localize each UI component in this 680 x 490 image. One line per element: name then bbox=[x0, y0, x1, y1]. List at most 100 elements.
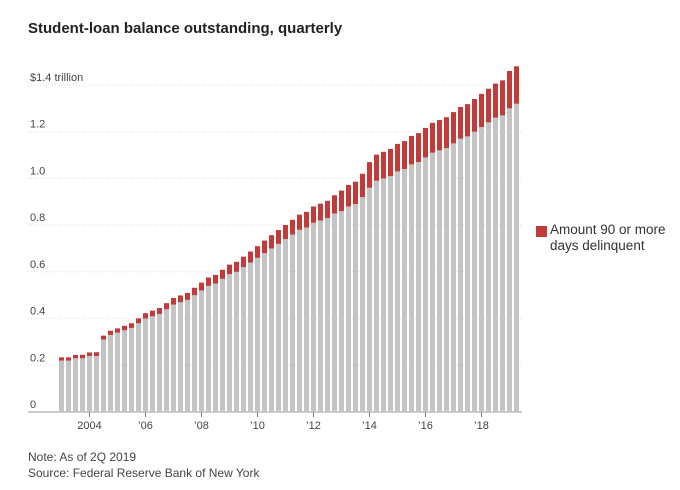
x-tick-label: ’14 bbox=[362, 420, 377, 432]
bar-delinquent bbox=[471, 99, 478, 132]
bar-balance bbox=[226, 274, 233, 412]
bar-delinquent bbox=[100, 335, 107, 340]
bar-delinquent bbox=[184, 292, 191, 300]
bar-delinquent bbox=[338, 190, 345, 212]
bar-balance bbox=[219, 278, 226, 412]
bar-balance bbox=[324, 218, 331, 412]
bar-balance bbox=[443, 148, 450, 412]
bar-balance bbox=[198, 290, 205, 412]
bar-delinquent bbox=[352, 181, 359, 205]
bar-delinquent bbox=[93, 352, 100, 356]
bar-balance bbox=[128, 327, 135, 412]
bar-balance bbox=[380, 178, 387, 412]
bar-delinquent bbox=[135, 318, 142, 324]
bar-balance bbox=[254, 257, 261, 412]
bar-balance bbox=[408, 164, 415, 412]
bar-delinquent bbox=[156, 308, 163, 314]
bar-delinquent bbox=[499, 80, 506, 116]
bar-delinquent bbox=[387, 149, 394, 177]
bar-delinquent bbox=[345, 184, 352, 207]
y-tick-label: 0.2 bbox=[30, 352, 45, 364]
bar-balance bbox=[485, 122, 492, 413]
bar-balance bbox=[247, 262, 254, 412]
bar-delinquent bbox=[149, 310, 156, 317]
x-tick-label: ’10 bbox=[250, 420, 265, 432]
bar-balance bbox=[338, 211, 345, 412]
bar-delinquent bbox=[303, 211, 310, 228]
bar-delinquent bbox=[128, 323, 135, 328]
bar-delinquent bbox=[121, 325, 128, 331]
bar-balance bbox=[345, 206, 352, 412]
bar-balance bbox=[436, 150, 443, 412]
bar-balance bbox=[121, 330, 128, 412]
bar-balance bbox=[471, 131, 478, 412]
bar-balance bbox=[359, 197, 366, 412]
bar-balance bbox=[261, 253, 268, 412]
bar-delinquent bbox=[114, 328, 121, 333]
bar-delinquent bbox=[79, 354, 86, 359]
bar-delinquent bbox=[464, 104, 471, 137]
bar-delinquent bbox=[429, 122, 436, 153]
bar-delinquent bbox=[317, 203, 324, 221]
y-tick-label: $1.4 trillion bbox=[30, 72, 83, 84]
bar-balance bbox=[331, 213, 338, 412]
bar-delinquent bbox=[65, 357, 72, 361]
bar-balance bbox=[373, 180, 380, 412]
bar-balance bbox=[499, 115, 506, 413]
chart-plot: 2004 ’06 ’08 ’10 ’12 ’14 ’16 ’18 0 0.2 0.4 0.6 0.8 1… bbox=[28, 66, 522, 432]
bar-balance bbox=[429, 152, 436, 413]
bar-balance bbox=[86, 355, 93, 412]
bar-delinquent bbox=[72, 355, 79, 359]
bar-balance bbox=[478, 127, 485, 412]
bar-balance bbox=[310, 222, 317, 412]
bar-delinquent bbox=[296, 214, 303, 230]
bar-delinquent bbox=[485, 88, 492, 123]
y-tick-label: 0.4 bbox=[30, 306, 45, 318]
bar-balance bbox=[58, 360, 65, 412]
y-tick-label: 0 bbox=[30, 399, 36, 411]
bar-delinquent bbox=[254, 246, 261, 258]
chart-source: Source: Federal Reserve Bank of New York bbox=[28, 466, 260, 480]
bar-balance bbox=[149, 316, 156, 412]
bar-delinquent bbox=[331, 195, 338, 214]
bar-delinquent bbox=[170, 298, 177, 305]
legend: Amount 90 or more days delinquent bbox=[536, 222, 676, 254]
bar-delinquent bbox=[282, 224, 289, 240]
x-axis: 2004 ’06 ’08 ’10 ’12 ’14 ’16 ’18 bbox=[77, 412, 489, 432]
bar-delinquent bbox=[163, 303, 170, 310]
bar-balance bbox=[457, 138, 464, 412]
bar-balance bbox=[464, 136, 471, 412]
bar-delinquent bbox=[506, 70, 513, 109]
bar-balance bbox=[366, 187, 373, 412]
bar-delinquent bbox=[422, 127, 429, 158]
bar-balance bbox=[156, 313, 163, 412]
bar-delinquent bbox=[401, 141, 408, 170]
bar-delinquent bbox=[492, 83, 499, 118]
bar-balance bbox=[415, 162, 422, 412]
bar-delinquent bbox=[366, 162, 373, 188]
bar-delinquent bbox=[310, 206, 317, 223]
y-tick-label: 1.0 bbox=[30, 165, 45, 177]
bar-balance bbox=[72, 358, 79, 412]
bar-balance bbox=[296, 229, 303, 412]
bar-delinquent bbox=[457, 106, 464, 139]
bar-balance bbox=[492, 117, 499, 412]
y-tick-label: 0.6 bbox=[30, 259, 45, 271]
bar-delinquent bbox=[359, 173, 366, 198]
bar-balance bbox=[401, 169, 408, 412]
bar-delinquent bbox=[415, 133, 422, 163]
bar-delinquent bbox=[478, 93, 485, 128]
bar-delinquent bbox=[289, 219, 296, 235]
bar-balance bbox=[135, 323, 142, 412]
bar-delinquent bbox=[205, 277, 212, 286]
bar-delinquent bbox=[443, 117, 450, 149]
x-tick-label: ’12 bbox=[306, 420, 321, 432]
bar-balance bbox=[450, 143, 457, 412]
bar-balance bbox=[184, 299, 191, 412]
bar-delinquent bbox=[219, 269, 226, 279]
x-tick-label: ’18 bbox=[474, 420, 489, 432]
legend-swatch bbox=[536, 226, 547, 237]
bar-delinquent bbox=[513, 66, 520, 104]
bar-delinquent bbox=[268, 235, 275, 249]
bar-delinquent bbox=[436, 120, 443, 151]
